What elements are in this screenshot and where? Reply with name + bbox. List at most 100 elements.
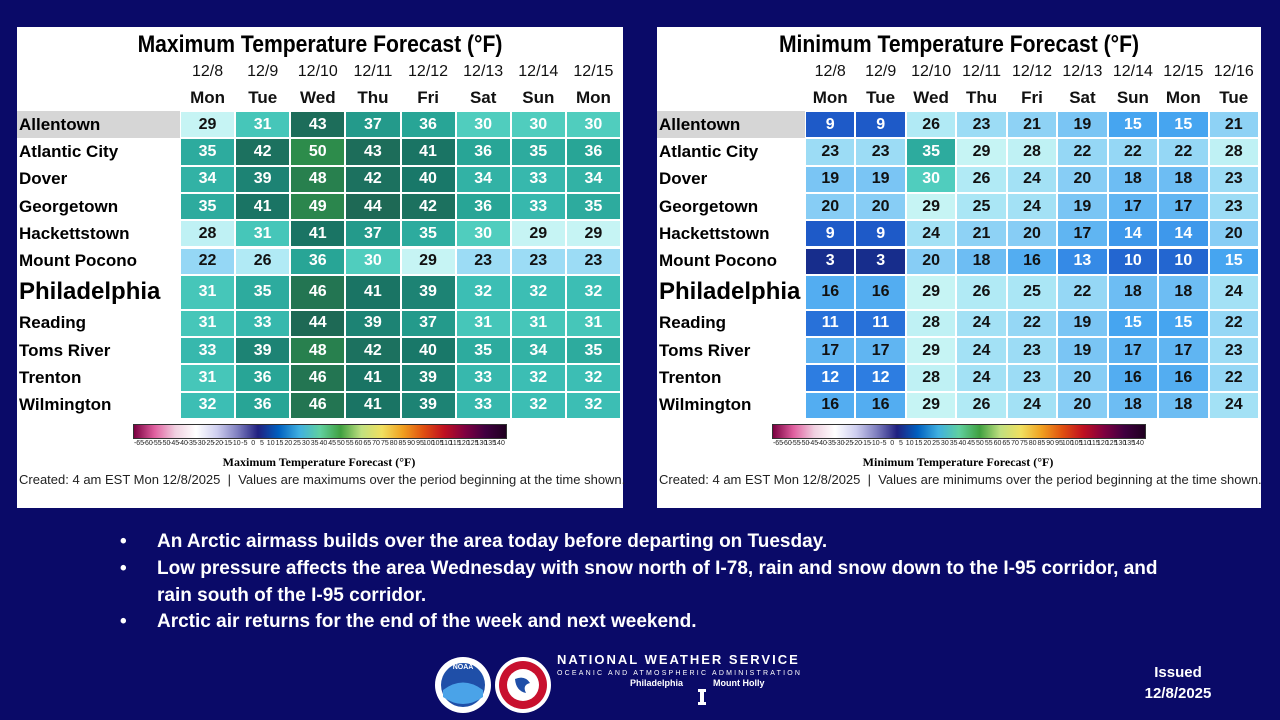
colorbar-tick: 90 bbox=[407, 440, 416, 447]
temp-cell: 24 bbox=[1208, 391, 1259, 419]
temp-cell: 28 bbox=[180, 220, 236, 248]
colorbar-tick: 140 bbox=[1132, 440, 1144, 447]
temp-cell: 42 bbox=[235, 138, 291, 166]
temp-cell: 24 bbox=[956, 309, 1007, 338]
colorbar-tick: -45 bbox=[169, 440, 180, 447]
date-label: 12/8 bbox=[191, 63, 224, 80]
colorbar-tick: -10 bbox=[230, 440, 241, 447]
temp-cell: 13 bbox=[1057, 247, 1108, 275]
temp-cell: 20 bbox=[1057, 391, 1108, 419]
colorbar-tick: 105 bbox=[431, 440, 444, 447]
temp-cell: 26 bbox=[956, 391, 1007, 419]
colorbar-tick: 110 bbox=[1079, 440, 1091, 447]
colorbar-tick: 10 bbox=[905, 440, 914, 447]
temp-cell: 16 bbox=[805, 391, 856, 419]
colorbar-title: Maximum Temperature Forecast (°F) bbox=[222, 455, 416, 469]
temp-cell: 42 bbox=[345, 165, 401, 193]
temp-cell: 26 bbox=[956, 274, 1007, 310]
temp-cell: 17 bbox=[855, 337, 906, 365]
temp-cell: 33 bbox=[235, 309, 291, 338]
temp-cell: 11 bbox=[855, 309, 906, 338]
temp-cell: 20 bbox=[855, 192, 906, 221]
colorbar-tick: 115 bbox=[1088, 440, 1100, 447]
day-label: Tue bbox=[1219, 88, 1249, 107]
temp-cell: 34 bbox=[565, 165, 621, 193]
temp-cell: 36 bbox=[565, 138, 621, 166]
temp-cell: 11 bbox=[805, 309, 856, 338]
temp-cell: 39 bbox=[400, 364, 456, 392]
date-label: 12/11 bbox=[353, 63, 393, 80]
temp-cell: 16 bbox=[1107, 364, 1159, 392]
colorbar-tick: -65 bbox=[772, 440, 784, 447]
colorbar-tick: 0 bbox=[251, 440, 256, 447]
temp-cell: 22 bbox=[1107, 138, 1159, 166]
temp-cell: 9 bbox=[805, 220, 856, 248]
temp-cell: 36 bbox=[400, 111, 456, 139]
colorbar-tick: 120 bbox=[1097, 440, 1109, 447]
colorbar-tick: 125 bbox=[1105, 440, 1118, 447]
nws-name: NATIONAL WEATHER SERVICE bbox=[557, 652, 800, 667]
temp-cell: 35 bbox=[455, 337, 511, 365]
temp-cell: 39 bbox=[235, 165, 291, 193]
temp-cell: 29 bbox=[180, 111, 236, 139]
colorbar-tick: -50 bbox=[799, 440, 810, 447]
issued-date: 12/8/2025 bbox=[1144, 685, 1212, 702]
temp-cell: 30 bbox=[510, 111, 566, 139]
bullet-dot: • bbox=[120, 531, 127, 552]
temp-cell: 29 bbox=[905, 337, 957, 365]
day-label: Mon bbox=[190, 88, 226, 107]
temp-cell: 26 bbox=[905, 111, 957, 139]
temp-cell: 31 bbox=[235, 220, 291, 248]
colorbar-tick: 95 bbox=[1055, 440, 1063, 447]
temp-cell: 29 bbox=[905, 274, 957, 310]
city-label: Mount Pocono bbox=[657, 247, 805, 275]
temp-cell: 41 bbox=[345, 391, 401, 419]
colorbar-tick: -40 bbox=[177, 440, 188, 447]
date-label: 12/16 bbox=[1213, 63, 1254, 80]
issued: Issued 12/8/2025 bbox=[1118, 662, 1238, 704]
temp-cell: 35 bbox=[180, 192, 236, 221]
day-label: Tue bbox=[866, 88, 896, 107]
city-label: Wilmington bbox=[17, 391, 180, 419]
temp-cell: 31 bbox=[455, 309, 511, 338]
city-label: Toms River bbox=[17, 337, 180, 365]
temp-cell: 23 bbox=[805, 138, 856, 166]
colorbar-tick: 100 bbox=[422, 440, 435, 447]
colorbar-tick: -45 bbox=[808, 440, 819, 447]
office-right: Mount Holly bbox=[713, 678, 765, 688]
temp-cell: 20 bbox=[905, 247, 957, 275]
colorbar bbox=[133, 424, 507, 439]
city-label: Hackettstown bbox=[657, 220, 805, 248]
colorbar-tick: 80 bbox=[389, 440, 398, 447]
date-label: 12/10 bbox=[297, 63, 338, 80]
colorbar-tick: -25 bbox=[843, 440, 854, 447]
temp-cell: 23 bbox=[565, 247, 621, 275]
date-label: 12/14 bbox=[518, 63, 559, 80]
date-label: 12/14 bbox=[1112, 63, 1153, 80]
temp-cell: 19 bbox=[1057, 337, 1108, 365]
colorbar-tick: -60 bbox=[781, 440, 792, 447]
temp-cell: 12 bbox=[855, 364, 906, 392]
temp-cell: 14 bbox=[1158, 220, 1209, 248]
colorbar-tick: -10 bbox=[869, 440, 880, 447]
temp-cell: 18 bbox=[1158, 274, 1209, 310]
temp-cell: 30 bbox=[905, 165, 957, 193]
temp-cell: 46 bbox=[290, 274, 346, 310]
temp-cell: 36 bbox=[235, 364, 291, 392]
temp-cell: 29 bbox=[565, 220, 621, 248]
colorbar-tick: -30 bbox=[195, 440, 206, 447]
temp-cell: 23 bbox=[1006, 337, 1058, 365]
min-panel: Minimum Temperature Forecast (°F) 12/8 Mon… bbox=[657, 27, 1262, 508]
city-label: Dover bbox=[17, 165, 180, 193]
footer-note: Created: 4 am EST Mon 12/8/2025 | Values… bbox=[659, 472, 1262, 487]
temp-cell: 16 bbox=[855, 391, 906, 419]
temp-cell: 24 bbox=[1006, 165, 1058, 193]
temp-cell: 35 bbox=[235, 274, 291, 310]
city-label: Mount Pocono bbox=[17, 247, 180, 275]
temp-cell: 25 bbox=[956, 192, 1007, 221]
temp-cell: 24 bbox=[1006, 192, 1058, 221]
colorbar-tick: 75 bbox=[380, 440, 389, 447]
colorbar-title: Minimum Temperature Forecast (°F) bbox=[862, 455, 1054, 469]
temp-cell: 41 bbox=[290, 220, 346, 248]
temp-cell: 35 bbox=[565, 192, 621, 221]
